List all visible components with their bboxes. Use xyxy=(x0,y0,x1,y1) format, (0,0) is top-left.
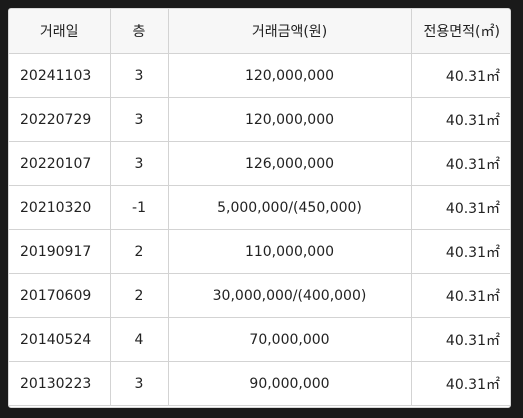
table-row: 20130223 3 90,000,000 40.31㎡ xyxy=(9,361,510,406)
cell-trade-date: 20170609 xyxy=(9,273,111,318)
cell-exclusive-area: 40.31㎡ xyxy=(410,317,510,362)
cell-floor: 3 xyxy=(109,361,169,406)
cell-trade-amount: 110,000,000 xyxy=(167,229,412,274)
cell-exclusive-area: 40.31㎡ xyxy=(410,361,510,406)
cell-exclusive-area: 40.31㎡ xyxy=(410,141,510,186)
table-row: 20241103 3 120,000,000 40.31㎡ xyxy=(9,53,510,98)
table-row: 20220107 3 126,000,000 40.31㎡ xyxy=(9,141,510,186)
cell-exclusive-area: 40.31㎡ xyxy=(410,53,510,98)
transaction-table: 거래일 층 거래금액(원) 전용면적(㎡) 20241103 3 120,000… xyxy=(9,9,510,406)
cell-exclusive-area: 40.31㎡ xyxy=(410,273,510,318)
header-trade-date: 거래일 xyxy=(9,9,111,54)
cell-trade-amount: 30,000,000/(400,000) xyxy=(167,273,412,318)
table-row: 20220729 3 120,000,000 40.31㎡ xyxy=(9,97,510,142)
cell-floor: 3 xyxy=(109,141,169,186)
cell-trade-date: 20220107 xyxy=(9,141,111,186)
cell-trade-amount: 120,000,000 xyxy=(167,97,412,142)
table-header-row: 거래일 층 거래금액(원) 전용면적(㎡) xyxy=(9,9,510,54)
cell-floor: 3 xyxy=(109,53,169,98)
cell-exclusive-area: 40.31㎡ xyxy=(410,229,510,274)
cell-exclusive-area: 40.31㎡ xyxy=(410,185,510,230)
cell-floor: 4 xyxy=(109,317,169,362)
cell-floor: 3 xyxy=(109,97,169,142)
cell-trade-date: 20140524 xyxy=(9,317,111,362)
header-floor: 층 xyxy=(109,9,169,54)
cell-trade-amount: 90,000,000 xyxy=(167,361,412,406)
cell-trade-date: 20210320 xyxy=(9,185,111,230)
cell-trade-date: 20241103 xyxy=(9,53,111,98)
cell-trade-amount: 126,000,000 xyxy=(167,141,412,186)
cell-trade-date: 20220729 xyxy=(9,97,111,142)
table-row: 20210320 -1 5,000,000/(450,000) 40.31㎡ xyxy=(9,185,510,230)
cell-exclusive-area: 40.31㎡ xyxy=(410,97,510,142)
cell-trade-amount: 5,000,000/(450,000) xyxy=(167,185,412,230)
cell-floor: -1 xyxy=(109,185,169,230)
table-row: 20190917 2 110,000,000 40.31㎡ xyxy=(9,229,510,274)
cell-trade-amount: 70,000,000 xyxy=(167,317,412,362)
table-row: 20140524 4 70,000,000 40.31㎡ xyxy=(9,317,510,362)
table-row: 20170609 2 30,000,000/(400,000) 40.31㎡ xyxy=(9,273,510,318)
cell-trade-amount: 120,000,000 xyxy=(167,53,412,98)
cell-floor: 2 xyxy=(109,273,169,318)
transaction-table-panel: 거래일 층 거래금액(원) 전용면적(㎡) 20241103 3 120,000… xyxy=(8,8,511,408)
cell-floor: 2 xyxy=(109,229,169,274)
cell-trade-date: 20130223 xyxy=(9,361,111,406)
cell-trade-date: 20190917 xyxy=(9,229,111,274)
header-exclusive-area: 전용면적(㎡) xyxy=(410,9,510,54)
header-trade-amount: 거래금액(원) xyxy=(167,9,412,54)
